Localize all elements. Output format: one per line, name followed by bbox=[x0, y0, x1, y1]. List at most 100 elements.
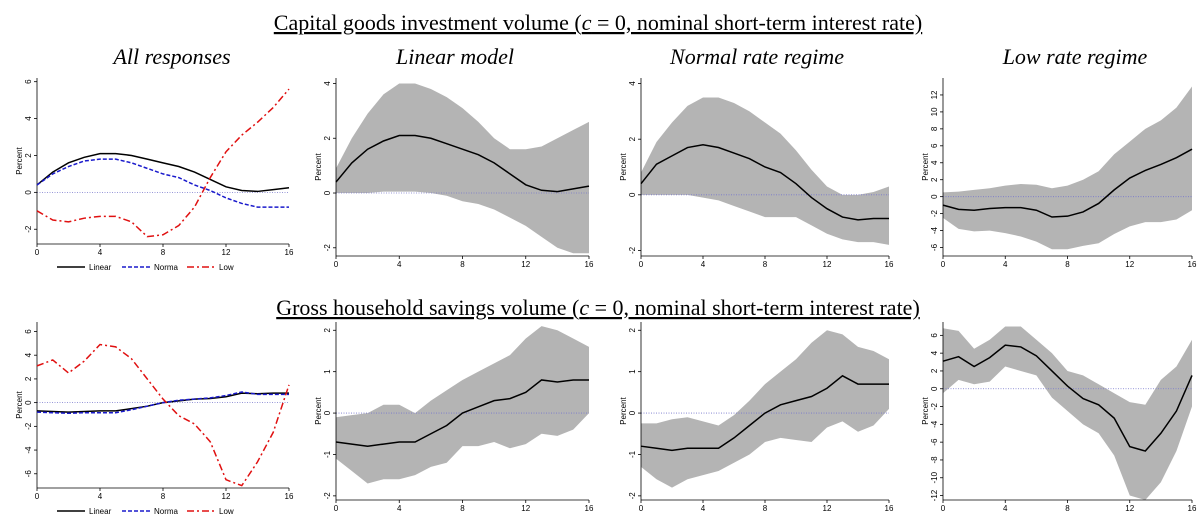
row-title-text: Gross household savings volume ( bbox=[276, 295, 579, 320]
y-axis-label: Percent bbox=[921, 152, 930, 180]
y-tick-label: 6 bbox=[24, 79, 33, 84]
y-tick-label: 4 bbox=[930, 160, 939, 165]
y-tick-label: 12 bbox=[930, 90, 939, 99]
confidence-band bbox=[943, 326, 1192, 500]
series-line bbox=[942, 344, 1193, 452]
x-tick-label: 0 bbox=[334, 260, 339, 269]
series-line bbox=[36, 343, 290, 487]
x-tick-label: 4 bbox=[98, 492, 103, 501]
x-tick-label: 16 bbox=[585, 504, 594, 513]
y-tick-label: 10 bbox=[930, 107, 939, 116]
y-tick-label: -2 bbox=[323, 244, 332, 252]
y-tick-label: 1 bbox=[628, 369, 637, 374]
y-tick-label: 2 bbox=[930, 177, 939, 182]
y-tick-label: -2 bbox=[628, 246, 637, 254]
y-tick-label: 8 bbox=[930, 126, 939, 131]
y-axis-label: Percent bbox=[921, 396, 930, 424]
column-title: All responses bbox=[111, 44, 230, 69]
x-tick-label: 16 bbox=[585, 260, 594, 269]
x-tick-label: 8 bbox=[763, 504, 768, 513]
y-tick-label: 0 bbox=[24, 400, 33, 405]
row-title-text: = 0, nominal short-term interest rate) bbox=[592, 10, 923, 35]
x-tick-label: 8 bbox=[161, 248, 166, 257]
x-tick-label: 0 bbox=[941, 260, 946, 269]
y-tick-label: -6 bbox=[24, 470, 33, 478]
y-tick-label: -2 bbox=[24, 225, 33, 233]
y-tick-label: 2 bbox=[323, 328, 332, 333]
column-title: Normal rate regime bbox=[669, 44, 844, 69]
y-tick-label: 4 bbox=[628, 81, 637, 86]
x-tick-label: 4 bbox=[1003, 260, 1008, 269]
series-line bbox=[36, 391, 289, 415]
y-tick-label: 2 bbox=[930, 368, 939, 373]
legend-label: Norma bbox=[154, 507, 179, 516]
x-tick-label: 4 bbox=[98, 248, 103, 257]
y-tick-label: 4 bbox=[323, 81, 332, 86]
x-tick-label: 8 bbox=[460, 504, 465, 513]
legend-label: Norma bbox=[154, 263, 179, 272]
y-tick-label: -2 bbox=[24, 422, 33, 430]
y-tick-label: -4 bbox=[930, 226, 939, 234]
confidence-band bbox=[336, 326, 589, 484]
y-axis-label: Percent bbox=[15, 390, 24, 418]
x-tick-label: 0 bbox=[639, 260, 644, 269]
x-tick-label: 0 bbox=[334, 504, 339, 513]
y-tick-label: -10 bbox=[930, 471, 939, 483]
y-tick-label: 0 bbox=[24, 190, 33, 195]
y-axis-label: Percent bbox=[15, 146, 24, 174]
row-title: Gross household savings volume (c = 0, n… bbox=[276, 295, 920, 320]
y-tick-label: -2 bbox=[628, 492, 637, 500]
y-axis-label: Percent bbox=[314, 152, 323, 180]
y-tick-label: 2 bbox=[24, 376, 33, 381]
y-tick-label: 6 bbox=[930, 143, 939, 148]
x-tick-label: 12 bbox=[222, 248, 231, 257]
confidence-band bbox=[641, 330, 889, 488]
y-axis-label: Percent bbox=[619, 396, 628, 424]
y-axis-label: Percent bbox=[619, 152, 628, 180]
row-title-text: Capital goods investment volume ( bbox=[274, 10, 582, 35]
y-tick-label: 6 bbox=[24, 329, 33, 334]
x-tick-label: 4 bbox=[397, 260, 402, 269]
y-tick-label: -1 bbox=[323, 450, 332, 458]
x-tick-label: 8 bbox=[1065, 504, 1070, 513]
x-tick-label: 4 bbox=[701, 504, 706, 513]
y-tick-label: -4 bbox=[930, 420, 939, 428]
series-line bbox=[36, 88, 290, 238]
y-tick-label: -6 bbox=[930, 438, 939, 446]
x-tick-label: 16 bbox=[1188, 260, 1197, 269]
y-tick-label: 4 bbox=[930, 350, 939, 355]
x-tick-label: 16 bbox=[885, 504, 894, 513]
x-tick-label: 0 bbox=[941, 504, 946, 513]
confidence-band bbox=[336, 83, 589, 254]
confidence-band bbox=[943, 86, 1192, 250]
x-tick-label: 0 bbox=[35, 492, 40, 501]
x-tick-label: 12 bbox=[823, 504, 832, 513]
y-tick-label: 0 bbox=[628, 410, 637, 415]
y-tick-label: -4 bbox=[24, 446, 33, 454]
series-line bbox=[640, 143, 889, 221]
y-tick-label: 2 bbox=[323, 135, 332, 140]
x-tick-label: 8 bbox=[763, 260, 768, 269]
y-tick-label: 0 bbox=[930, 386, 939, 391]
x-tick-label: 16 bbox=[285, 492, 294, 501]
x-tick-label: 0 bbox=[35, 248, 40, 257]
y-tick-label: -12 bbox=[930, 489, 939, 501]
y-tick-label: -2 bbox=[323, 492, 332, 500]
x-tick-label: 8 bbox=[161, 492, 166, 501]
x-tick-label: 12 bbox=[823, 260, 832, 269]
series-line bbox=[942, 148, 1193, 218]
x-tick-label: 12 bbox=[521, 504, 530, 513]
series-line bbox=[335, 134, 590, 193]
y-tick-label: 0 bbox=[323, 190, 332, 195]
x-tick-label: 16 bbox=[885, 260, 894, 269]
row-title-text: c bbox=[582, 10, 592, 35]
row-title-text: = 0, nominal short-term interest rate) bbox=[589, 295, 920, 320]
x-tick-label: 4 bbox=[1003, 504, 1008, 513]
y-tick-label: -6 bbox=[930, 243, 939, 251]
x-tick-label: 0 bbox=[639, 504, 644, 513]
legend-label: Low bbox=[219, 263, 234, 272]
legend-label: Linear bbox=[89, 263, 112, 272]
y-tick-label: -2 bbox=[930, 210, 939, 218]
x-tick-label: 4 bbox=[701, 260, 706, 269]
